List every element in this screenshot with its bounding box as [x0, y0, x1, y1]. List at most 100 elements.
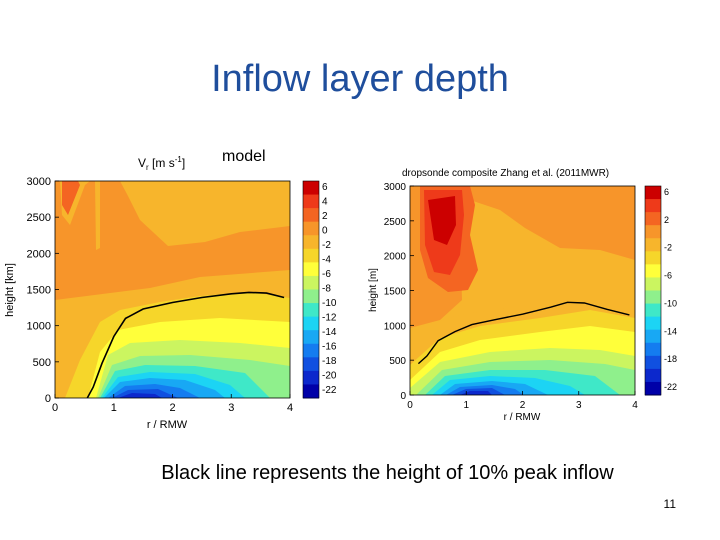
dropsonde-y-tick-label: 2500: [384, 217, 407, 228]
dropsonde-x-tick-label: 0: [407, 400, 413, 411]
dropsonde-x-tick-label: 3: [576, 400, 582, 411]
dropsonde-colorbar-tick-label: 6: [664, 187, 669, 197]
model-colorbar-tick-label: -12: [322, 313, 337, 324]
model-colorbar-tick-label: 0: [322, 226, 328, 237]
model-y-tick-label: 3000: [27, 176, 51, 188]
model-colorbar-swatch: [303, 343, 319, 358]
dropsonde-colorbar-tick-label: -6: [664, 271, 672, 281]
model-colorbar-tick-label: -20: [322, 371, 337, 382]
model-colorbar-swatch: [303, 275, 319, 290]
model-y-tick-label: 1500: [27, 285, 51, 297]
model-colorbar-swatch: [303, 262, 319, 277]
model-colorbar-swatch: [303, 357, 319, 372]
dropsonde-x-tick-label: 2: [520, 400, 526, 411]
dropsonde-colorbar-swatch: [645, 199, 661, 213]
model-y-ticks: 0 500 1000 1500 2000 2500 3000: [27, 176, 59, 405]
model-x-tick-label: 1: [111, 402, 117, 414]
dropsonde-colorbar: 6 2 -2 -6 -10 -14 -18 -22: [644, 185, 677, 396]
model-y-tick-label: 500: [33, 357, 51, 369]
dropsonde-colorbar-tick-label: -18: [664, 354, 677, 364]
model-colorbar-tick-label: -10: [322, 298, 337, 309]
model-colorbar-tick-label: -16: [322, 342, 337, 353]
dropsonde-colorbar-tick-label: -2: [664, 243, 672, 253]
model-y-tick-label: 2500: [27, 212, 51, 224]
model-colorbar-swatch: [303, 181, 319, 196]
dropsonde-colorbar-swatch: [645, 225, 661, 239]
model-chart: Vr [m s-1] 0 500 1000 1500 2000 2500 3000 0 1 2 3…: [4, 155, 337, 431]
dropsonde-colorbar-swatch: [645, 264, 661, 278]
model-contour-field: [55, 181, 290, 398]
dropsonde-chart-title: dropsonde composite Zhang et al. (2011MW…: [402, 168, 609, 179]
dropsonde-contour-field: [410, 186, 635, 395]
dropsonde-colorbar-swatch: [645, 303, 661, 318]
model-colorbar-swatch: [303, 235, 319, 250]
model-x-tick-label: 4: [287, 402, 293, 414]
model-colorbar-tick-label: -4: [322, 255, 331, 266]
dropsonde-colorbar-swatch: [645, 368, 661, 383]
model-colorbar-tick-label: -22: [322, 385, 337, 396]
model-colorbar-swatch: [303, 316, 319, 331]
model-colorbar-tick-label: -2: [322, 240, 331, 251]
model-colorbar-swatch: [303, 208, 319, 223]
slide-title: Inflow layer depth: [211, 58, 509, 100]
dropsonde-colorbar-tick-label: 2: [664, 215, 669, 225]
model-colorbar-tick-label: 2: [322, 211, 328, 222]
dropsonde-y-tick-label: 500: [389, 356, 406, 367]
model-label: model: [222, 148, 266, 165]
model-y-tick-label: 0: [45, 393, 51, 405]
dropsonde-colorbar-swatch: [645, 251, 661, 265]
model-colorbar-frame: [302, 180, 320, 399]
dropsonde-y-tick-label: 2000: [384, 252, 407, 263]
model-colorbar-swatch: [303, 303, 319, 318]
model-colorbar-tick-label: -8: [322, 284, 331, 295]
model-x-tick-label: 0: [52, 402, 58, 414]
dropsonde-colorbar-tick-label: -22: [664, 382, 677, 392]
dropsonde-chart: dropsonde composite Zhang et al. (2011MW…: [368, 168, 677, 423]
model-colorbar-swatch: [303, 330, 319, 345]
dropsonde-y-tick-label: 3000: [384, 182, 407, 193]
model-colorbar-swatch: [303, 248, 319, 263]
model-colorbar-tick-label: 6: [322, 182, 328, 193]
dropsonde-colorbar-swatch: [645, 290, 661, 305]
dropsonde-x-tick-label: 4: [632, 400, 638, 411]
dropsonde-colorbar-tick-label: -10: [664, 298, 677, 308]
page-number: 11: [663, 497, 676, 511]
dropsonde-colorbar-tick-label: -14: [664, 326, 677, 336]
model-y-tick-label: 1000: [27, 321, 51, 333]
model-colorbar-tick-label: -14: [322, 327, 337, 338]
model-y-tick-label: 2000: [27, 248, 51, 260]
dropsonde-y-tick-label: 1500: [384, 287, 407, 298]
dropsonde-colorbar-swatch: [645, 316, 661, 331]
model-colorbar-swatch: [303, 384, 319, 399]
model-chart-title: Vr [m s-1]: [138, 155, 185, 172]
dropsonde-colorbar-swatch: [645, 342, 661, 357]
dropsonde-y-ticks: 0 500 1000 1500 2000 2500 3000: [384, 182, 414, 402]
dropsonde-colorbar-swatch: [645, 186, 661, 200]
dropsonde-y-axis-label: height [m]: [368, 268, 379, 312]
model-colorbar-swatch: [303, 221, 319, 236]
dropsonde-colorbar-swatch: [645, 212, 661, 226]
model-colorbar-swatch: [303, 370, 319, 385]
model-colorbar-tick-label: -18: [322, 356, 337, 367]
model-colorbar-tick-label: 4: [322, 197, 328, 208]
dropsonde-colorbar-swatch: [645, 277, 661, 291]
model-colorbar-swatch: [303, 289, 319, 304]
model-colorbar-tick-label: -6: [322, 269, 331, 280]
model-x-tick-label: 3: [228, 402, 234, 414]
model-y-axis-label: height [km]: [4, 263, 16, 317]
dropsonde-x-ticks: 0 1 2 3 4: [407, 391, 638, 411]
dropsonde-x-axis-label: r / RMW: [504, 412, 541, 423]
dropsonde-colorbar-swatch: [645, 238, 661, 252]
model-x-tick-label: 2: [169, 402, 175, 414]
dropsonde-x-tick-label: 1: [463, 400, 469, 411]
model-inflow-depth-line: [86, 291, 285, 398]
dropsonde-colorbar-swatch: [645, 355, 661, 370]
dropsonde-colorbar-frame: [644, 185, 662, 396]
dropsonde-colorbar-swatch: [645, 381, 661, 396]
dropsonde-inflow-depth-line: [417, 301, 630, 365]
dropsonde-y-tick-label: 1000: [384, 321, 407, 332]
model-colorbar: 6 4 2 0 -2 -4 -6 -8 -10 -12 -14 -16 -18 -20 -22: [302, 180, 337, 399]
model-x-axis-label: r / RMW: [147, 419, 188, 431]
dropsonde-y-tick-label: 0: [400, 391, 406, 402]
